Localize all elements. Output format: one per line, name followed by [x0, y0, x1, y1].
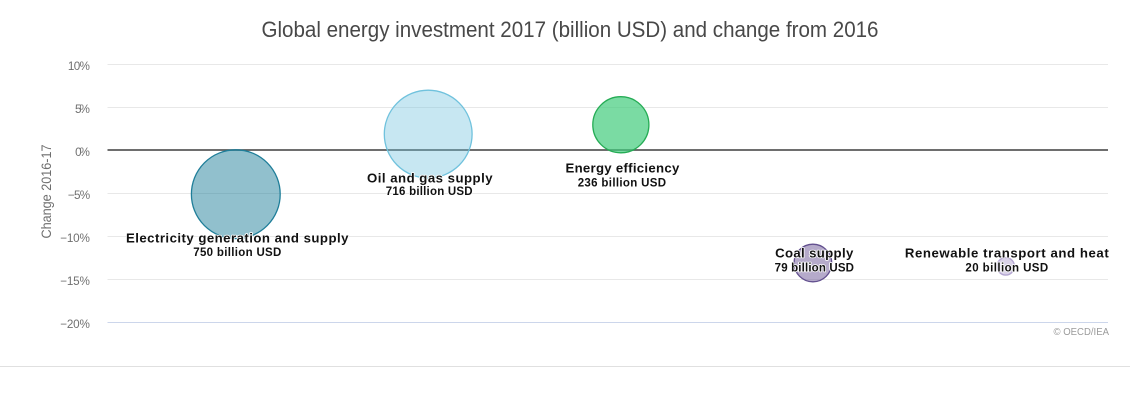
svg-text:236 billion USD: 236 billion USD	[578, 178, 666, 190]
svg-text:10%: 10%	[68, 60, 90, 73]
svg-text:20 billion USD: 20 billion USD	[965, 262, 1048, 274]
svg-text:−10%: −10%	[60, 232, 90, 245]
svg-text:0%: 0%	[75, 146, 90, 159]
svg-text:Coal supply: Coal supply	[775, 245, 854, 260]
svg-text:© OECD/IEA: © OECD/IEA	[1054, 326, 1110, 338]
svg-text:Global energy investment 2017: Global energy investment 2017 (billion U…	[262, 17, 879, 42]
svg-text:5%: 5%	[75, 103, 90, 116]
svg-text:−20%: −20%	[60, 318, 90, 331]
svg-text:79 billion USD: 79 billion USD	[775, 263, 854, 275]
svg-text:Oil and gas supply: Oil and gas supply	[367, 170, 493, 185]
svg-text:Change 2016-17: Change 2016-17	[39, 144, 55, 238]
svg-text:716 billion USD: 716 billion USD	[386, 186, 473, 198]
svg-text:750 billion USD: 750 billion USD	[193, 247, 281, 259]
svg-text:−15%: −15%	[60, 275, 90, 288]
svg-text:Renewable transport and heat: Renewable transport and heat	[905, 246, 1109, 261]
svg-text:−5%: −5%	[68, 189, 90, 202]
svg-text:Energy efficiency: Energy efficiency	[566, 161, 680, 176]
svg-text:Electricity generation and sup: Electricity generation and supply	[126, 231, 349, 246]
